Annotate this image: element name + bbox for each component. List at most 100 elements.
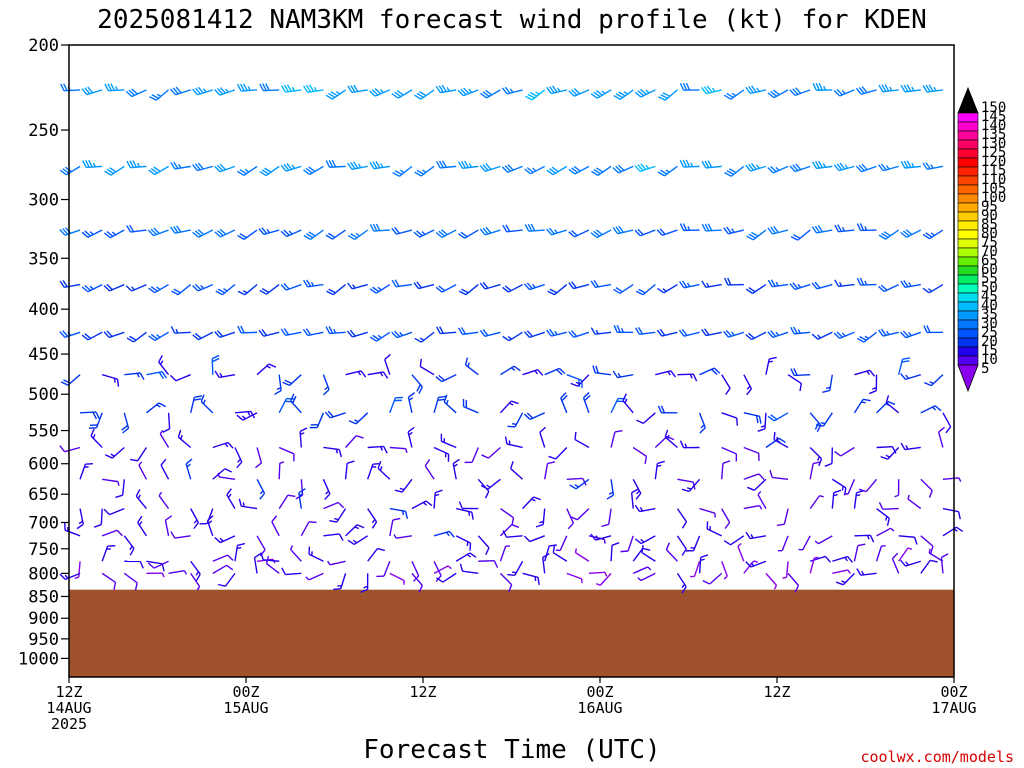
wind-barb bbox=[169, 86, 191, 96]
barb-flag bbox=[836, 331, 843, 338]
wind-barb bbox=[190, 508, 200, 530]
barb-staff bbox=[787, 572, 800, 586]
barb-staff bbox=[632, 548, 644, 562]
barb-flag bbox=[259, 170, 267, 177]
barb-flag bbox=[546, 86, 552, 94]
y-tick-label: 850 bbox=[28, 587, 59, 607]
barb-half-flag bbox=[861, 401, 866, 404]
barb-flag bbox=[194, 332, 202, 339]
wind-barb bbox=[433, 560, 442, 582]
wind-barb bbox=[345, 524, 365, 537]
barb-half-flag bbox=[933, 86, 937, 92]
barb-flag bbox=[391, 93, 399, 99]
barb-flag bbox=[325, 160, 331, 168]
barb-flag bbox=[561, 394, 568, 402]
barb-staff bbox=[164, 520, 170, 536]
barb-half-flag bbox=[324, 386, 329, 391]
barb-flag bbox=[396, 90, 404, 96]
barb-flag bbox=[121, 424, 129, 431]
wind-barb bbox=[274, 374, 282, 395]
wind-barb bbox=[271, 515, 280, 537]
barb-half-flag bbox=[532, 167, 537, 172]
barb-flag bbox=[956, 526, 964, 533]
barb-flag bbox=[391, 227, 398, 235]
colorbar-label: 85 bbox=[981, 217, 998, 233]
barb-flag bbox=[259, 549, 266, 557]
barb-flag bbox=[258, 329, 265, 337]
barb-staff bbox=[543, 463, 549, 480]
wind-barb bbox=[348, 412, 369, 425]
barb-half-flag bbox=[443, 438, 446, 443]
barb-flag bbox=[878, 234, 886, 240]
barb-flag bbox=[746, 388, 752, 396]
barb-flag bbox=[376, 575, 384, 578]
barb-flag bbox=[685, 82, 691, 91]
wind-barb bbox=[500, 508, 515, 526]
barb-half-flag bbox=[885, 165, 890, 170]
barb-half-flag bbox=[276, 386, 282, 391]
barb-flag bbox=[758, 453, 760, 461]
barb-flag bbox=[104, 83, 109, 92]
barb-staff bbox=[411, 560, 420, 577]
barb-staff bbox=[942, 477, 959, 480]
wind-barb bbox=[237, 165, 258, 177]
wind-barb bbox=[103, 283, 125, 292]
barb-flag bbox=[745, 288, 753, 294]
barb-flag bbox=[767, 331, 774, 338]
barb-flag bbox=[568, 90, 575, 97]
barb-flag bbox=[413, 231, 421, 238]
barb-flag bbox=[523, 283, 531, 291]
barb-flag bbox=[640, 88, 647, 95]
barb-flag bbox=[748, 86, 754, 94]
colorbar-swatch bbox=[957, 175, 979, 186]
barb-flag bbox=[414, 171, 422, 177]
barb-flag bbox=[458, 501, 463, 509]
barb-flag bbox=[177, 429, 182, 438]
colorbar-swatch bbox=[957, 256, 979, 267]
barb-flag bbox=[530, 223, 536, 232]
wind-barb bbox=[809, 461, 821, 480]
barb-flag bbox=[377, 547, 386, 552]
barb-half-flag bbox=[357, 371, 362, 376]
barb-flag bbox=[238, 498, 242, 507]
wind-barb bbox=[789, 282, 811, 291]
wind-barb bbox=[522, 496, 541, 510]
barb-staff bbox=[256, 447, 263, 464]
barb-flag bbox=[131, 88, 138, 95]
barb-flag bbox=[85, 160, 90, 168]
barb-half-flag bbox=[445, 399, 449, 405]
barb-flag bbox=[511, 400, 519, 405]
wind-barb bbox=[745, 331, 767, 341]
wind-barb bbox=[898, 357, 911, 375]
wind-barb bbox=[900, 373, 922, 381]
barb-half-flag bbox=[731, 228, 735, 233]
barb-flag bbox=[900, 442, 906, 450]
barb-half-flag bbox=[313, 86, 318, 92]
barb-flag bbox=[776, 523, 785, 527]
barb-staff bbox=[721, 446, 737, 455]
barb-flag bbox=[394, 399, 402, 402]
barb-flag bbox=[595, 90, 603, 96]
wind-barb bbox=[214, 330, 236, 338]
wind-barb bbox=[164, 515, 173, 536]
barb-flag bbox=[526, 330, 533, 337]
barb-half-flag bbox=[242, 502, 245, 507]
wind-barb bbox=[347, 229, 369, 241]
barb-flag bbox=[338, 449, 343, 458]
colorbar-swatch bbox=[957, 238, 979, 249]
barb-flag bbox=[224, 468, 233, 473]
barb-staff bbox=[137, 447, 148, 462]
wind-barb bbox=[80, 411, 101, 420]
wind-barb bbox=[510, 461, 524, 480]
credit-link[interactable]: coolwx.com/models bbox=[860, 748, 1014, 766]
wind-barb bbox=[855, 163, 877, 173]
wind-barb bbox=[146, 572, 165, 578]
wind-barb bbox=[147, 560, 169, 569]
barb-flag bbox=[884, 84, 890, 92]
barb-flag bbox=[129, 160, 135, 168]
wind-barb bbox=[464, 357, 479, 376]
barb-flag bbox=[106, 168, 114, 175]
barb-half-flag bbox=[555, 549, 561, 552]
wind-barb bbox=[835, 572, 855, 586]
barb-staff bbox=[632, 566, 649, 574]
